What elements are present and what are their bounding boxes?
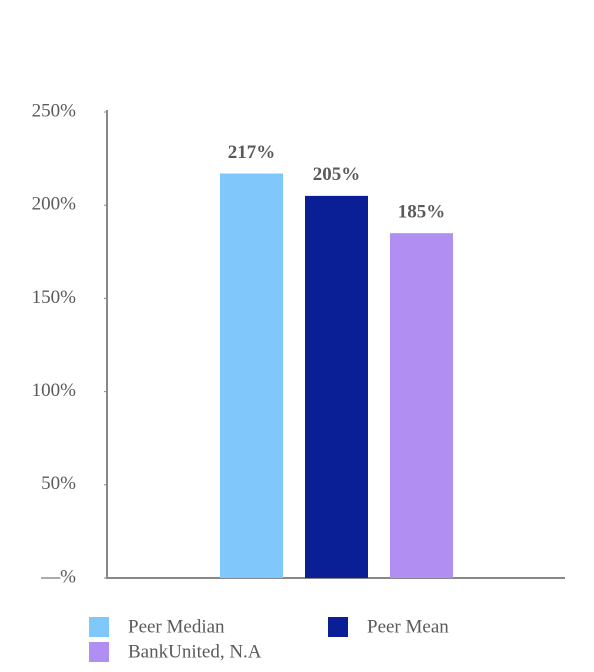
data-label: 205% — [313, 164, 361, 185]
y-tick-label: 200% — [32, 194, 77, 215]
y-tick-label: 100% — [32, 380, 77, 401]
bar — [305, 195, 368, 578]
y-tick-label: 250% — [32, 100, 77, 121]
bar — [390, 233, 453, 578]
legend-label: Peer Mean — [367, 616, 449, 637]
data-label: 185% — [398, 202, 446, 223]
legend-label: Peer Median — [128, 616, 225, 637]
legend-label: BankUnited, N.A — [128, 641, 262, 662]
y-tick-label: 50% — [41, 473, 76, 494]
legend-swatch — [89, 617, 109, 637]
data-label: 217% — [228, 142, 276, 163]
y-tick-label: —% — [40, 566, 76, 587]
legend-swatch — [89, 642, 109, 662]
legend-swatch — [328, 617, 348, 637]
y-tick-label: 150% — [32, 287, 77, 308]
bar — [220, 173, 283, 578]
